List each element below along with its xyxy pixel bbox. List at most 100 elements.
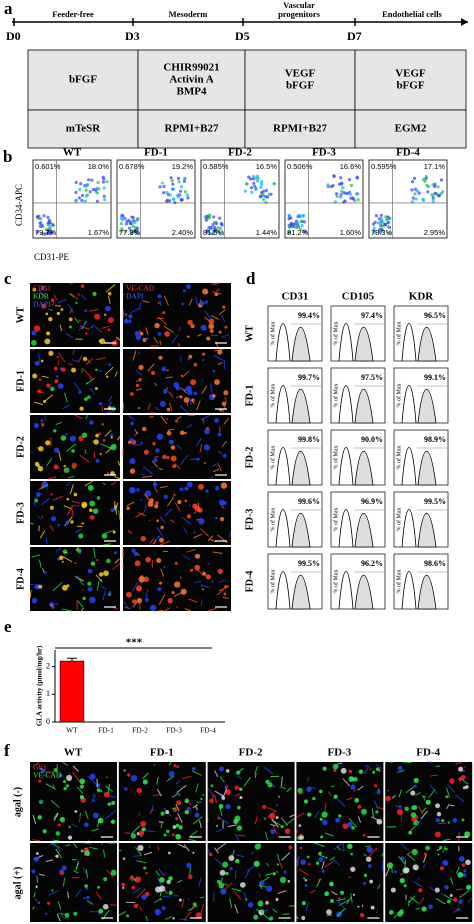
cell-border	[32, 906, 35, 910]
cell-border	[336, 845, 341, 851]
cell-border	[73, 869, 79, 874]
cell-border	[414, 792, 421, 796]
cell-border	[81, 294, 87, 301]
cell	[159, 877, 165, 883]
cell-border	[41, 375, 49, 379]
cell-border	[37, 353, 41, 362]
cell-border	[107, 296, 111, 304]
cell-border	[130, 307, 140, 314]
cell-border	[185, 424, 193, 429]
cell-text: mTeSR	[66, 123, 101, 135]
cell	[126, 773, 131, 777]
cell-border	[220, 505, 225, 509]
cell	[186, 806, 191, 812]
cell-border	[85, 869, 88, 879]
cell	[157, 587, 162, 592]
cell-text: VEGF	[395, 68, 426, 80]
cell	[59, 869, 63, 874]
cell	[161, 906, 166, 911]
cell	[62, 779, 67, 784]
cell-border	[165, 916, 173, 921]
cell	[288, 845, 293, 850]
cell-border	[333, 842, 343, 851]
event-dot	[95, 199, 99, 203]
sample-curve	[417, 326, 437, 362]
cell-border	[122, 600, 130, 610]
event-dot	[216, 226, 220, 230]
event-dot	[185, 193, 190, 197]
cell	[151, 371, 156, 376]
cell	[71, 367, 77, 373]
event-dot	[86, 178, 91, 182]
cell	[143, 866, 147, 870]
cell	[87, 568, 93, 574]
cell-border	[298, 868, 309, 876]
cell-border	[166, 775, 174, 782]
cell	[62, 820, 65, 824]
control-curve	[338, 323, 354, 362]
cell-border	[200, 599, 203, 606]
cell	[89, 514, 95, 520]
cell-border	[164, 889, 169, 894]
cell-border	[62, 761, 68, 766]
cell-border	[74, 414, 83, 419]
cell	[110, 436, 113, 439]
event-dot	[119, 229, 123, 233]
cell-border	[212, 551, 223, 554]
cell-border	[222, 596, 229, 599]
event-dot	[172, 197, 176, 202]
event-dot	[212, 215, 216, 219]
cell-border	[91, 828, 99, 832]
cell-border	[126, 501, 135, 507]
cell-border	[211, 580, 214, 584]
cell	[57, 383, 64, 390]
cell	[79, 784, 85, 789]
event-dot	[294, 224, 298, 229]
cell	[123, 769, 126, 772]
cell-border	[80, 607, 84, 612]
cell	[218, 804, 224, 809]
cell-border	[357, 785, 364, 791]
cell	[106, 375, 109, 378]
cell	[156, 519, 160, 523]
quadrant-value: 81.2%	[287, 228, 309, 237]
cell-border	[218, 579, 226, 584]
cell-border	[65, 333, 73, 339]
sample-curve	[291, 388, 311, 424]
cell	[206, 336, 211, 341]
event-dot	[46, 221, 50, 225]
event-dot	[212, 230, 216, 234]
cell	[38, 779, 42, 783]
sample-curve	[354, 450, 374, 486]
cell-border	[184, 608, 192, 612]
cell	[458, 855, 465, 862]
cell	[129, 458, 136, 465]
cell	[84, 884, 88, 888]
event-dot	[299, 219, 303, 223]
cell	[73, 911, 78, 916]
cell-border	[66, 443, 77, 452]
cell-border	[151, 460, 159, 468]
cell	[58, 773, 63, 778]
cell-border	[440, 892, 443, 896]
cell	[168, 439, 174, 445]
cell	[128, 314, 133, 319]
cell	[131, 599, 137, 604]
cell-border	[68, 476, 75, 479]
event-dot	[178, 189, 183, 193]
cell-border	[132, 350, 137, 361]
cell-border	[295, 856, 300, 864]
cell	[187, 319, 193, 326]
cell	[157, 294, 162, 299]
cell-border	[138, 812, 141, 817]
cell	[350, 852, 353, 856]
cell	[69, 435, 76, 442]
cell-border	[398, 856, 406, 865]
cell	[184, 809, 190, 815]
cell	[166, 407, 171, 412]
cell	[74, 810, 78, 813]
cell	[159, 400, 166, 407]
event-dot	[170, 179, 174, 183]
plot-frame	[32, 159, 112, 239]
cell-border	[231, 888, 242, 892]
